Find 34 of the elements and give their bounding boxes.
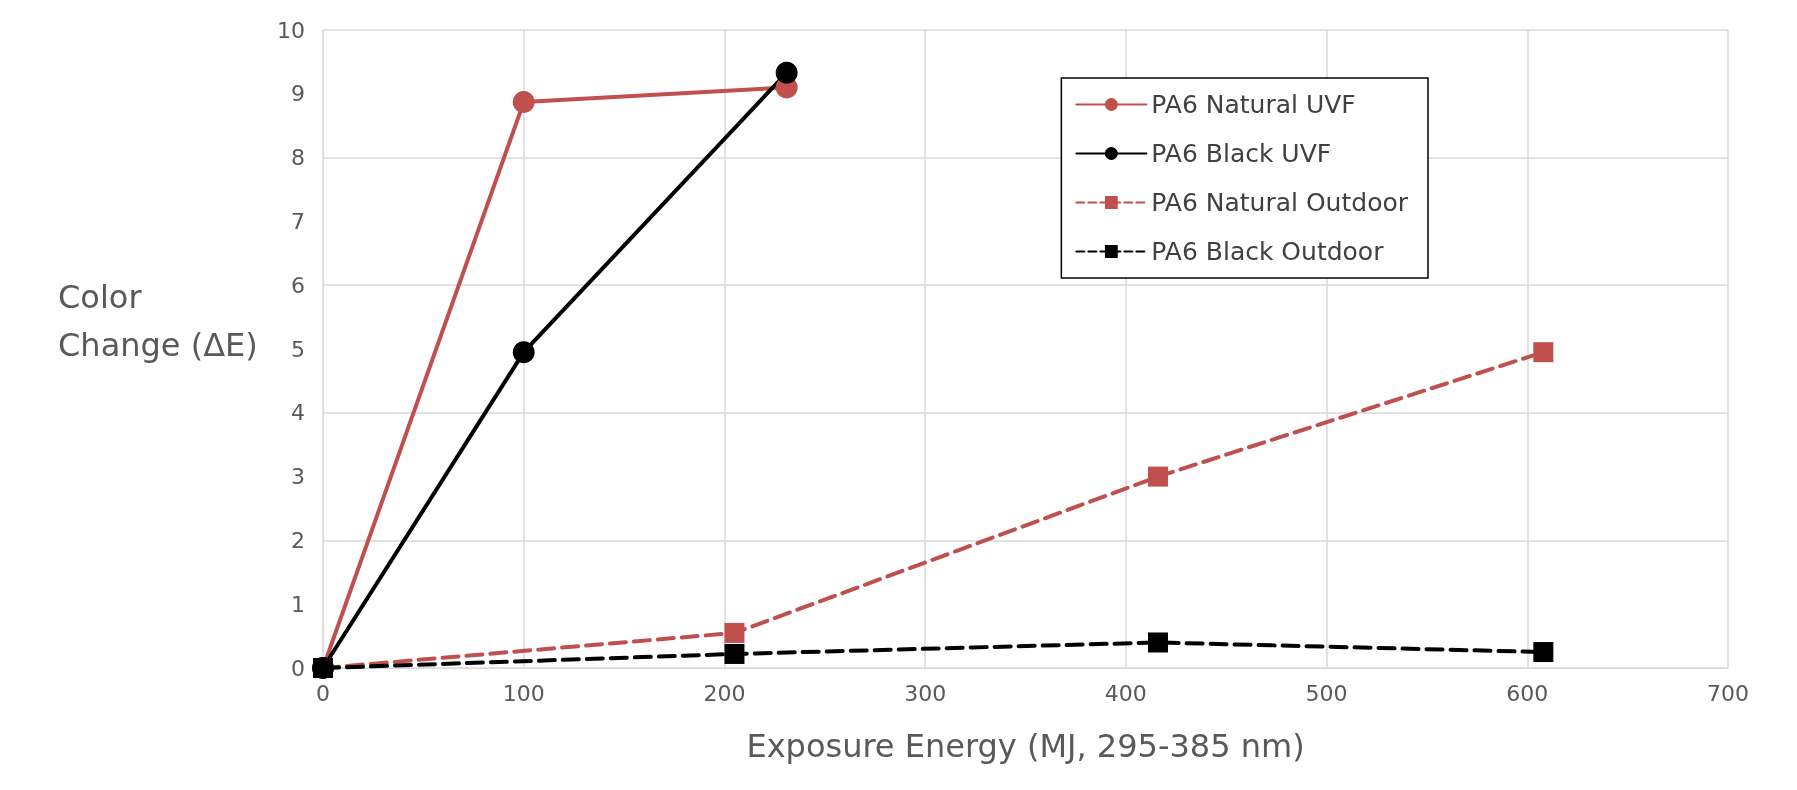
x-tick-label: 0 [316,680,330,706]
y-tick-label: 5 [291,336,305,362]
legend-label: PA6 Natural Outdoor [1151,188,1409,217]
y-tick-label: 2 [291,527,305,553]
y-axis-title: Color Change (ΔE) [58,278,258,364]
x-tick-label: 600 [1506,680,1549,706]
x-tick-label: 200 [703,680,746,706]
legend-label: PA6 Natural UVF [1151,90,1356,119]
point [512,91,535,114]
x-axis-title: Exposure Energy (MJ, 295-385 nm) [746,727,1305,765]
point [1533,642,1554,663]
y-tick-label: 9 [291,81,305,107]
legend-label: PA6 Black Outdoor [1151,237,1385,266]
point [724,643,745,664]
point [512,341,535,364]
point [775,61,798,84]
y-tick-label: 0 [291,655,305,681]
x-tick-label: 500 [1305,680,1348,706]
point [1147,466,1168,487]
y-tick-label: 10 [277,17,305,43]
x-tick-label: 300 [904,680,947,706]
point [1533,342,1554,363]
x-tick-label: 400 [1104,680,1147,706]
y-tick-label: 3 [291,464,305,490]
y-tick-label: 1 [291,591,305,617]
legend-label: PA6 Black UVF [1151,139,1332,168]
y-tick-label: 8 [291,145,305,171]
y-tick-label: 6 [291,272,305,298]
point [1147,632,1168,653]
y-tick-label: 7 [291,208,305,234]
x-tick-label: 700 [1707,680,1749,706]
point [724,622,745,643]
y-tick-label: 4 [291,400,305,426]
x-tick-label: 100 [502,680,545,706]
